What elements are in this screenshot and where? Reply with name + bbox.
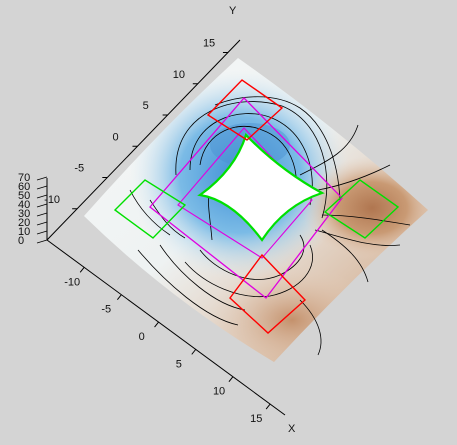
electrode-red-top [206, 79, 284, 141]
electrode-red-bottom [229, 253, 307, 334]
z-tick-mark [36, 194, 48, 199]
central-electrode [197, 132, 325, 242]
y-tick-label: 5 [143, 100, 149, 112]
x-tick-label: -5 [101, 304, 111, 316]
x-tick-label: 5 [176, 358, 182, 370]
z-tick-mark [36, 176, 48, 181]
z-tick-mark [36, 230, 48, 235]
z-tick-label: 60 [18, 181, 30, 193]
axes [46, 39, 286, 416]
x-tick-mark [154, 321, 159, 328]
x-tick-mark [79, 267, 85, 273]
x-tick-mark [191, 349, 197, 355]
surface-high-region-bottom [207, 265, 377, 362]
z-tick-label: 30 [18, 208, 30, 220]
x-tick-label: 15 [250, 413, 262, 425]
x-axis-line [46, 239, 286, 416]
z-tick-mark [36, 239, 48, 244]
y-tick-label: 0 [112, 131, 118, 143]
contour-line [184, 244, 313, 298]
z-tick-label: 20 [18, 217, 30, 229]
y-axis-title: Y [229, 5, 237, 17]
outline-magenta [149, 97, 343, 299]
contour-line [199, 234, 305, 280]
x-tick-label: 0 [139, 331, 145, 343]
x-tick-mark [265, 403, 271, 410]
electrode-green-left [113, 179, 187, 239]
contour-line [129, 189, 171, 236]
contour-line [299, 124, 359, 176]
outline-magenta-inner [177, 127, 313, 259]
contour-line [175, 101, 328, 219]
z-tick-mark [36, 221, 48, 226]
contour-line [321, 229, 369, 283]
y-axis-ticks: -10 -5 0 5 10 15 [44, 38, 228, 210]
y-tick-label: 15 [203, 38, 215, 50]
z-tick-label: 0 [18, 235, 24, 247]
contour-line [314, 229, 401, 246]
z-tick-mark [36, 203, 48, 208]
y-tick-label: 10 [173, 69, 185, 81]
x-axis-ticks: -10 -5 0 5 10 15 [64, 267, 271, 425]
contour-lines [129, 96, 411, 356]
contour-line [317, 164, 391, 191]
x-axis-title: X [288, 423, 296, 435]
y-axis-line [46, 39, 241, 241]
y-tick-label: -10 [44, 194, 60, 206]
contour-line [299, 299, 322, 356]
electrode-green-right [323, 179, 400, 239]
y-tick-label: -5 [74, 163, 84, 175]
z-tick-mark [36, 185, 48, 190]
contour-line [214, 96, 341, 201]
x-tick-mark [116, 294, 122, 300]
x-tick-label: -10 [64, 276, 80, 288]
contour-line [199, 126, 297, 196]
x-tick-mark [228, 376, 234, 383]
contour-line [159, 244, 246, 311]
z-tick-label: 10 [18, 226, 30, 238]
z-tick-mark [36, 212, 48, 217]
contour-line [137, 249, 239, 326]
z-tick-label: 70 [18, 172, 30, 184]
z-tick-label: 40 [18, 199, 30, 211]
z-tick-label: 50 [18, 190, 30, 202]
x-tick-label: 10 [213, 386, 225, 398]
